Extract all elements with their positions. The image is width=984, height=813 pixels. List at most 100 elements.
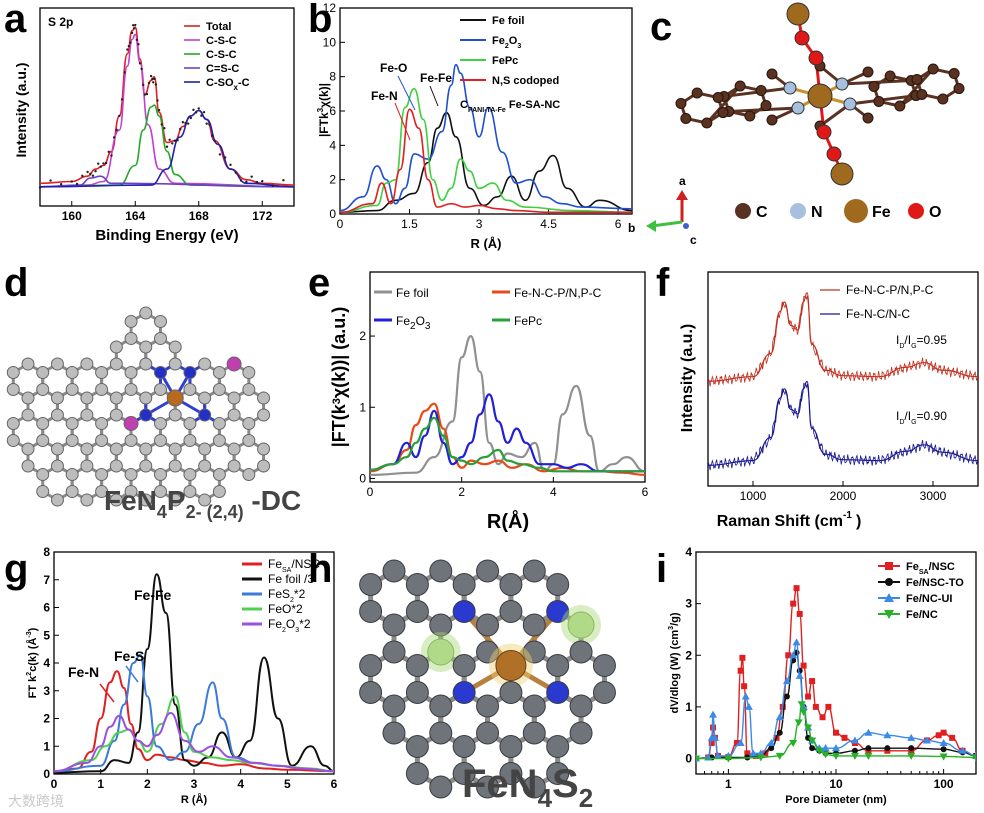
d-bonds	[11, 311, 266, 502]
d-atom-c	[109, 391, 123, 405]
c-axis-b-label: b	[628, 221, 635, 235]
marker-square	[800, 662, 807, 669]
a-y-axis-label: Intensity (a.u.)	[13, 63, 29, 158]
d-atom-c	[154, 383, 168, 396]
marker-triangle-down	[821, 751, 830, 759]
h-atom-n	[546, 600, 570, 623]
b-annotation-fe-o: Fe-O	[380, 61, 407, 75]
i-legend-label: Fe/NSC-TO	[906, 577, 964, 589]
f-annotation-blue: ID/IG=0.90	[896, 409, 947, 426]
a-data-dot	[131, 24, 135, 27]
series-group-g	[54, 573, 334, 774]
d-atom-c	[50, 357, 64, 371]
h-atom-c	[569, 721, 593, 745]
chart-b: 0 1.5 3 4.5 6 0 2 4 6 8 10 12 R (Å) |FTk3χ(k)| Fe foil…	[316, 1, 633, 251]
x-tick-label: 6	[642, 485, 649, 499]
d-atom-c	[95, 417, 109, 430]
d-atom-c	[80, 442, 94, 456]
h-atom-c	[522, 640, 546, 664]
d-atom-c	[36, 383, 50, 396]
d-atom-c	[21, 459, 35, 473]
series-line-f-1	[708, 380, 978, 466]
c-bond	[898, 67, 935, 108]
a-data-dot	[49, 179, 52, 182]
a-data-dot	[163, 126, 166, 130]
h-atom-c	[499, 573, 523, 596]
marker-circle	[940, 746, 947, 753]
c-legend-oxygen-swatch	[908, 203, 924, 219]
f-x-axis-label: Raman Shift (cm	[717, 513, 843, 530]
series-line-b-0	[340, 111, 632, 214]
y-tick-label: 2	[329, 173, 336, 187]
y-tick-label: 6	[43, 601, 50, 615]
a-data-dot	[239, 179, 243, 182]
series-group-f	[708, 292, 978, 466]
c-atom-c	[734, 80, 746, 92]
a-data-dot	[152, 81, 155, 84]
d-atom-c	[124, 383, 138, 396]
marker-circle	[768, 745, 775, 752]
a-data-dot	[135, 38, 139, 42]
x-tick-label: 1	[725, 777, 732, 791]
d-atom-n	[154, 366, 168, 379]
marker-triangle-down	[797, 701, 806, 709]
x-tick-label: 100	[934, 777, 954, 791]
x-tick-label: 0	[367, 485, 374, 499]
marker-triangle-down	[850, 752, 859, 760]
y-tick-label: 8	[329, 70, 336, 84]
h-atom-c	[452, 762, 476, 785]
d-atom-c	[65, 468, 79, 481]
a-data-dot	[202, 111, 206, 114]
a-data-dot	[255, 180, 259, 184]
marker-triangle-down	[972, 754, 976, 762]
d-atom-p	[123, 416, 139, 431]
h-atom-n	[546, 681, 570, 704]
g-arrow-fe-n	[99, 683, 115, 703]
e-legend-label: Fe-N-C-P/N,P-C	[514, 286, 602, 300]
h-atom-c	[359, 600, 383, 623]
d-atom-c	[6, 366, 20, 379]
a-data-dot	[141, 83, 145, 87]
d-atom-n	[198, 408, 212, 422]
d-atom-c	[50, 459, 64, 473]
c-atom-c	[953, 83, 965, 95]
marker-triangle-up	[821, 744, 830, 752]
d-atom-c	[95, 383, 109, 396]
c-atom-c	[717, 107, 729, 119]
d-atom-c	[80, 493, 94, 507]
h-atom-c	[546, 573, 570, 596]
a-data-dot	[245, 180, 248, 184]
a-legend-label: C=S-C	[206, 63, 239, 75]
a-data-dot	[184, 121, 187, 125]
x-tick-label: 3000	[920, 489, 947, 503]
d-atom-c	[109, 408, 123, 422]
h-atom-c	[546, 654, 570, 677]
a-data-dot	[127, 44, 131, 48]
plot-frame-a	[39, 7, 295, 207]
d-atom-c	[6, 417, 20, 430]
c-legend-oxygen-label: O	[929, 204, 941, 221]
c-atom-n	[783, 81, 797, 95]
marker-square	[935, 732, 942, 739]
d-atom-c	[124, 485, 138, 498]
a-data-dot	[137, 42, 140, 46]
series-line-b-3	[340, 108, 632, 214]
marker-triangle-up	[939, 739, 948, 747]
h-atom-c	[592, 681, 616, 704]
a-data-dot	[210, 134, 214, 137]
c-atom-c	[680, 112, 692, 124]
b-arrow-fe-fe	[429, 85, 439, 107]
c-atom-c	[948, 68, 960, 80]
d-atom-c	[212, 383, 226, 396]
series-line-f-0	[708, 292, 978, 382]
series-group-e	[370, 334, 645, 476]
d-atom-c	[212, 468, 226, 481]
d-atom-c	[257, 408, 271, 422]
c-atom-c	[927, 63, 939, 75]
marker-square	[949, 734, 956, 741]
c-atom-o	[826, 146, 842, 162]
a-data-dot	[179, 127, 182, 131]
c-atom-n	[835, 77, 849, 91]
a-data-dot	[194, 111, 198, 114]
d-atom-c	[212, 485, 226, 498]
